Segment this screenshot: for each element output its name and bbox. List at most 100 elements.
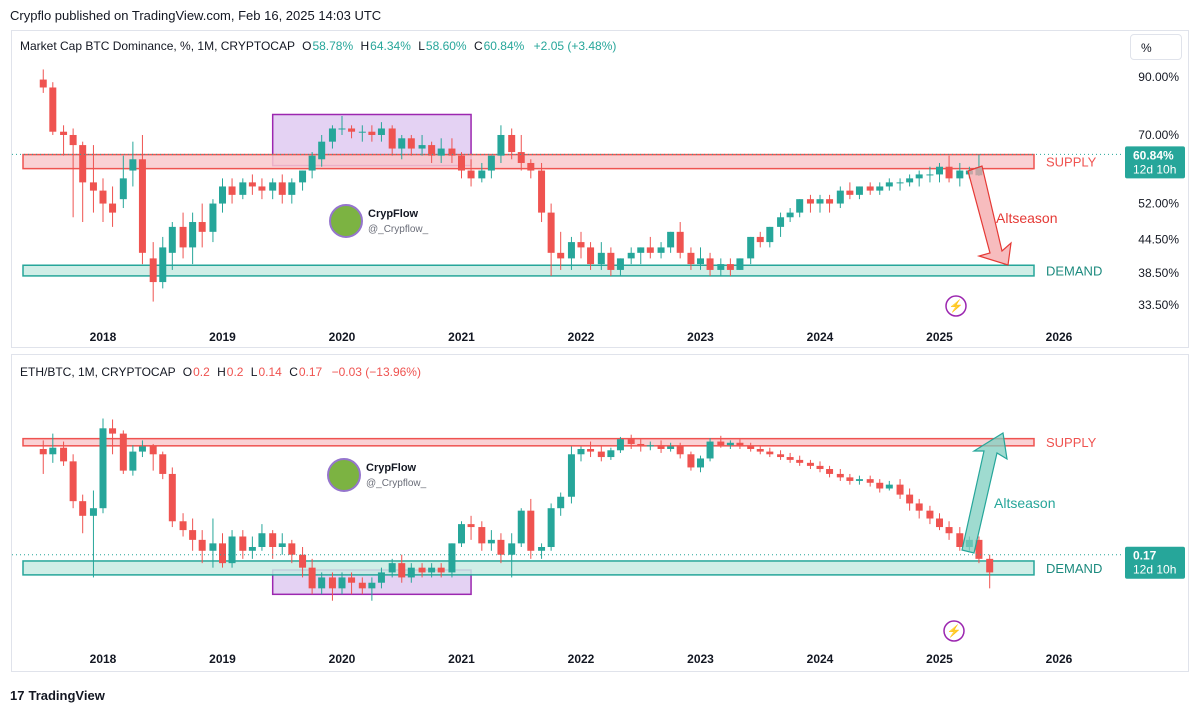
candle [69, 461, 77, 502]
candle [777, 217, 785, 227]
candle [915, 174, 923, 179]
candle [756, 448, 764, 452]
x-tick-label: 2025 [926, 652, 953, 666]
candle [577, 242, 585, 248]
candle [667, 231, 675, 248]
candle [627, 439, 635, 444]
y-tick-label: 52.00% [1138, 197, 1179, 211]
candle [219, 543, 226, 564]
candle [796, 459, 804, 463]
candle [377, 572, 385, 583]
candle [308, 155, 316, 171]
candle [806, 199, 814, 204]
candle [228, 186, 236, 195]
candle [138, 446, 146, 452]
x-tick-label: 2024 [807, 652, 834, 666]
lightning-icon-glyph: ⚡ [947, 624, 962, 638]
x-tick-label: 2021 [448, 330, 475, 344]
pane1-close: 60.84% [483, 39, 525, 53]
candle [398, 563, 406, 578]
candle [777, 454, 785, 458]
candle [189, 222, 197, 248]
candle [109, 428, 117, 434]
candle [299, 554, 307, 568]
candle [49, 87, 57, 132]
candle [876, 186, 884, 191]
candle [885, 182, 893, 187]
x-tick-label: 2022 [568, 330, 595, 344]
pane2-legend: ETH/BTC, 1M, CRYPTOCAP O0.2 H0.2 L0.14 C… [20, 365, 421, 379]
candle [806, 462, 814, 466]
candle [129, 451, 137, 471]
btc-dominance-chart: SUPPLY DEMAND 60.84%12d 10h 90.00% 70.00% 52.… [12, 69, 1185, 344]
candle [986, 558, 994, 573]
candle [646, 247, 654, 253]
candle [418, 567, 426, 573]
candle [687, 252, 695, 265]
candle [149, 258, 157, 283]
candle [487, 155, 495, 171]
percent-scale-button[interactable]: % [1130, 34, 1182, 60]
candle [667, 446, 675, 449]
candle [467, 524, 475, 528]
candle [627, 252, 635, 259]
last-price-value: 60.84% [1133, 148, 1174, 162]
candle [786, 212, 794, 218]
y-tick-label: 38.50% [1138, 266, 1179, 280]
candle [657, 247, 665, 253]
last-price-tag [1125, 546, 1185, 579]
candle [288, 182, 296, 195]
altseason-label: Altseason [996, 210, 1057, 226]
supply-label: SUPPLY [1046, 435, 1097, 450]
btc-dominance-pane: Market Cap BTC Dominance, %, 1M, CRYPTOC… [11, 30, 1189, 348]
candle [836, 473, 844, 478]
candle [358, 582, 366, 589]
countdown: 12d 10h [1133, 162, 1176, 176]
candle [508, 134, 516, 153]
candle [377, 128, 385, 135]
pane1-open: 58.78% [312, 39, 354, 53]
candle [239, 536, 247, 551]
x-tick-label: 2023 [687, 652, 714, 666]
pane2-title: ETH/BTC, 1M, CRYPTOCAP [20, 365, 176, 379]
candle [517, 510, 525, 544]
pane1-title: Market Cap BTC Dominance, %, 1M, CRYPTOC… [20, 39, 295, 53]
pane2-high: 0.2 [226, 365, 244, 379]
lightning-icon [945, 295, 967, 317]
candle [448, 543, 456, 573]
candle [49, 447, 57, 455]
candle [936, 166, 943, 175]
candle [179, 521, 187, 531]
x-tick-label: 2024 [807, 330, 834, 344]
supply-zone [22, 437, 1035, 447]
x-tick-label: 2023 [687, 330, 714, 344]
candle [448, 148, 456, 156]
candle [198, 539, 206, 551]
candle [826, 199, 834, 204]
tradingview-logo[interactable]: 17 TradingView [10, 688, 105, 703]
candle [527, 162, 535, 171]
candle [896, 484, 904, 495]
candle [428, 567, 436, 573]
candle [906, 178, 914, 183]
candle [407, 138, 415, 149]
lightning-icon [943, 620, 965, 642]
candle [616, 439, 624, 451]
candle [437, 567, 445, 573]
candle [348, 577, 356, 583]
candle [697, 258, 704, 265]
x-tick-label: 2025 [926, 330, 953, 344]
candle [567, 454, 575, 497]
watermark-name: CrypFlow [366, 462, 417, 474]
x-tick-label: 2018 [90, 652, 117, 666]
candle [945, 166, 953, 179]
candle [99, 428, 107, 509]
candle [676, 446, 684, 455]
lightning-icon-glyph: ⚡ [949, 299, 964, 313]
candle [736, 258, 744, 270]
candle [587, 247, 595, 265]
candle [258, 186, 266, 191]
candle [388, 563, 396, 573]
candle [487, 539, 495, 544]
